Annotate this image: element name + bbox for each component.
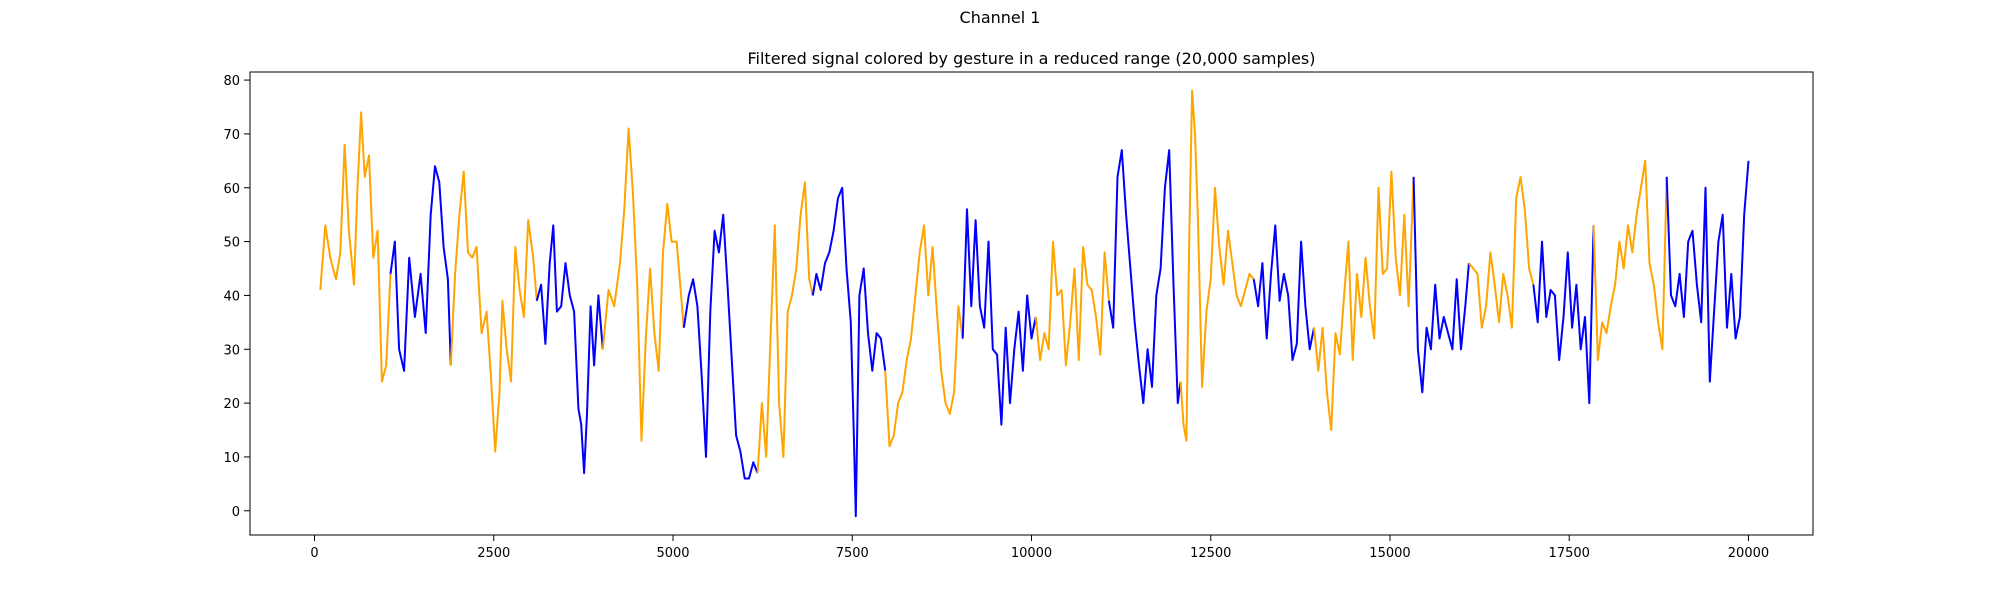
x-tick-label: 17500 [1549,546,1590,561]
series-segment-blue [811,186,887,518]
series-segment-blue [682,213,759,480]
y-tick-label: 40 [223,289,240,304]
series-segment-orange [1313,170,1415,431]
y-tick: 40 [223,289,250,304]
series-segment-blue [1412,176,1470,394]
y-tick: 80 [223,74,250,89]
y-tick-label: 80 [223,74,240,89]
series-segment-orange [1592,159,1668,361]
y-tick: 0 [232,505,250,520]
axes-layer: 0 2500 5000 7500 10000 12500 15000 17500 20000 0 1… [223,71,1814,561]
x-tick: 0 [310,535,319,561]
x-tick-label: 2500 [477,546,510,561]
series-segment-orange [884,224,964,448]
series-segment-orange [1468,176,1535,329]
x-tick-label: 20000 [1728,546,1769,561]
series-layer [319,89,1750,518]
x-tick-label: 7500 [836,546,869,561]
x-tick: 15000 [1369,535,1411,561]
x-tick: 10000 [1011,535,1052,561]
x-tick-label: 5000 [656,546,689,561]
x-tick-label: 0 [310,546,318,561]
x-tick-label: 10000 [1011,546,1052,561]
x-tick: 20000 [1728,535,1769,561]
series-segment-blue [1252,224,1315,361]
y-tick-label: 30 [223,343,240,358]
y-tick-label: 50 [223,236,240,251]
x-tick: 17500 [1549,535,1590,561]
series-segment-orange [449,170,538,453]
y-tick-label: 60 [223,182,240,197]
series-segment-orange [1034,240,1110,367]
y-tick-label: 0 [232,505,240,520]
y-tick-label: 10 [223,451,240,466]
series-segment-blue [1665,160,1750,383]
y-tick: 10 [223,451,250,466]
series-segment-orange [756,181,814,474]
series-segment-orange [601,127,685,442]
series-segment-blue [1532,225,1595,405]
series-segment-blue [961,208,1037,426]
y-tick: 20 [223,397,250,412]
y-tick: 50 [223,236,250,251]
x-tick: 12500 [1190,535,1231,561]
x-tick-label: 12500 [1190,546,1231,561]
figure-suptitle: Channel 1 [959,8,1041,27]
y-tick: 60 [223,182,250,197]
x-tick-label: 15000 [1369,546,1410,561]
y-tick-label: 20 [223,397,240,412]
x-tick: 5000 [656,535,690,561]
y-tick: 70 [223,128,250,143]
series-segment-orange [319,111,392,383]
x-tick: 7500 [836,535,869,561]
series-segment-blue [1107,149,1182,405]
x-tick: 2500 [477,535,510,561]
series-segment-blue [389,165,452,372]
series-segment-blue [535,224,604,475]
y-tick: 30 [223,343,250,358]
series-segment-orange [1179,89,1255,442]
y-tick-label: 70 [223,128,240,143]
chart-title: Filtered signal colored by gesture in a … [747,49,1316,68]
